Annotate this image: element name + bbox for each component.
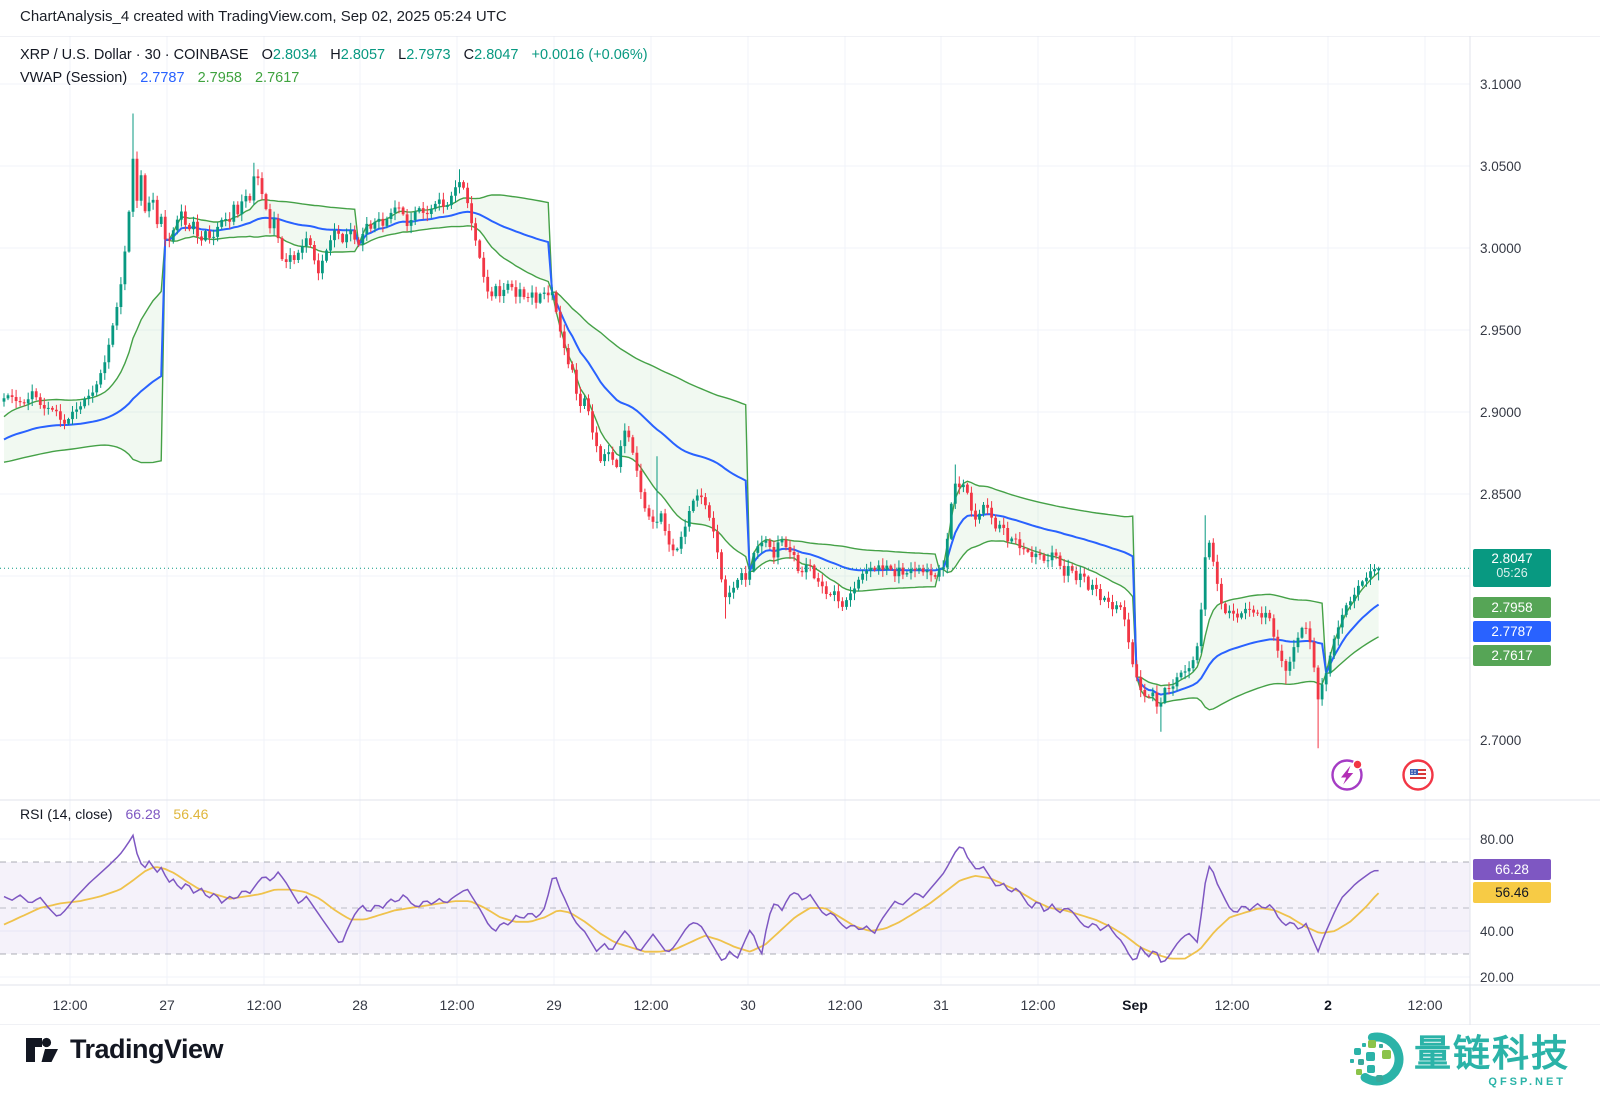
watermark-logo: 量链科技 QFSP.NET bbox=[1346, 1028, 1570, 1090]
rsi-badge: 66.28 bbox=[1473, 859, 1551, 880]
rsi-tick-label: 80.00 bbox=[1480, 832, 1514, 847]
last-price-value: 2.8047 bbox=[1491, 551, 1533, 566]
price-tick-label: 2.7000 bbox=[1480, 733, 1521, 748]
rsi-band-fill bbox=[0, 862, 1470, 954]
price-chart-canvas[interactable]: 3.1000 3.0500 3.0000 2.9500 2.9000 2.8500 2.70… bbox=[0, 36, 1600, 1025]
rsi-line bbox=[3, 833, 1379, 964]
snapshot-header: ChartAnalysis_4 created with TradingView… bbox=[0, 0, 1600, 36]
price-tick-label: 3.1000 bbox=[1480, 77, 1521, 92]
time-tick-label: 12:00 bbox=[633, 997, 668, 1013]
close-label: C bbox=[463, 47, 475, 63]
close-value: 2.8047 bbox=[474, 47, 519, 63]
grid bbox=[0, 36, 1470, 985]
low-value: 2.7973 bbox=[406, 47, 451, 63]
tradingview-logo-text: TradingView bbox=[70, 1034, 224, 1064]
change-value: +0.0016 (+0.06%) bbox=[531, 47, 648, 63]
time-tick-label: 2 bbox=[1324, 997, 1332, 1013]
time-tick-label: 12:00 bbox=[246, 997, 281, 1013]
us-economic-event-icon[interactable] bbox=[1399, 756, 1437, 794]
price-tick-label: 2.9500 bbox=[1480, 323, 1521, 338]
low-label: L bbox=[398, 47, 407, 63]
time-tick-label: 27 bbox=[159, 997, 175, 1013]
open-value: 2.8034 bbox=[272, 47, 318, 63]
time-axis[interactable]: 12:00 27 12:00 28 12:00 29 12:00 30 12:00 31 12:00… bbox=[52, 997, 1442, 1013]
open-label: O bbox=[261, 47, 273, 63]
watermark-icon bbox=[1350, 1032, 1404, 1086]
snapshot-title: ChartAnalysis_4 created with TradingView… bbox=[20, 8, 507, 25]
time-tick-label: 28 bbox=[352, 997, 368, 1013]
rsi-value: 66.28 bbox=[125, 806, 161, 822]
time-tick-label: 12:00 bbox=[1020, 997, 1055, 1013]
last-price-badge: 2.8047 05:26 bbox=[1473, 549, 1551, 587]
watermark-subtext: QFSP.NET bbox=[1488, 1076, 1566, 1088]
price-tick-label: 2.8500 bbox=[1480, 487, 1521, 502]
tradingview-logo-mark bbox=[26, 1037, 58, 1062]
vwap-legend[interactable]: VWAP (Session) 2.7787 2.7958 2.7617 bbox=[20, 67, 299, 89]
time-tick-label: 29 bbox=[546, 997, 562, 1013]
vwap-lower-value: 2.7617 bbox=[254, 70, 300, 86]
rsi-ma-value: 56.46 bbox=[173, 806, 209, 822]
vwap-indicator-title: VWAP (Session) bbox=[20, 70, 128, 86]
time-tick-label: 12:00 bbox=[52, 997, 87, 1013]
time-tick-label: 12:00 bbox=[1407, 997, 1442, 1013]
tradingview-logo[interactable]: TradingView bbox=[24, 1034, 224, 1065]
high-label: H bbox=[330, 47, 341, 63]
price-tick-label: 3.0000 bbox=[1480, 241, 1521, 256]
vwap-badge: 2.7787 bbox=[1473, 621, 1551, 642]
rsi-indicator-title: RSI (14, close) bbox=[20, 806, 113, 822]
vwap-upper-value: 2.7958 bbox=[197, 70, 242, 86]
high-value: 2.8057 bbox=[340, 47, 386, 63]
time-tick-label: Sep bbox=[1122, 997, 1148, 1013]
time-tick-label: 12:00 bbox=[439, 997, 474, 1013]
time-tick-label: 30 bbox=[740, 997, 756, 1013]
vwap-value: 2.7787 bbox=[140, 70, 185, 86]
symbol-legend[interactable]: XRP / U.S. Dollar · 30 · COINBASE O2.803… bbox=[20, 44, 648, 66]
vwap-band-fill bbox=[4, 194, 1379, 710]
symbol-title: XRP / U.S. Dollar · 30 · COINBASE bbox=[20, 47, 249, 63]
vwap-lower-badge: 2.7617 bbox=[1473, 645, 1551, 666]
rsi-ma-badge: 56.46 bbox=[1473, 882, 1551, 903]
vwap-line bbox=[3, 210, 1380, 696]
price-axis[interactable]: 3.1000 3.0500 3.0000 2.9500 2.9000 2.8500 2.70… bbox=[1480, 77, 1521, 985]
price-tick-label: 2.9000 bbox=[1480, 405, 1521, 420]
vwap-upper-badge: 2.7958 bbox=[1473, 597, 1551, 618]
rsi-tick-label: 20.00 bbox=[1480, 970, 1514, 985]
price-tick-label: 3.0500 bbox=[1480, 159, 1521, 174]
bar-countdown: 05:26 bbox=[1496, 566, 1528, 580]
event-flash-icon[interactable] bbox=[1328, 756, 1366, 794]
vwap-lower-band-line bbox=[3, 225, 1379, 711]
time-tick-label: 31 bbox=[933, 997, 949, 1013]
time-tick-label: 12:00 bbox=[827, 997, 862, 1013]
watermark-text: 量链科技 bbox=[1414, 1033, 1570, 1074]
rsi-tick-label: 40.00 bbox=[1480, 924, 1514, 939]
rsi-legend[interactable]: RSI (14, close) 66.28 56.46 bbox=[20, 804, 208, 824]
time-tick-label: 12:00 bbox=[1214, 997, 1249, 1013]
